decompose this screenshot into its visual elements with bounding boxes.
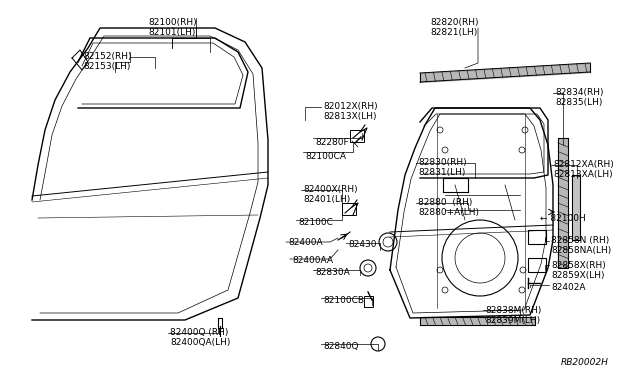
Text: 82400A: 82400A bbox=[288, 238, 323, 247]
Text: 82858X(RH): 82858X(RH) bbox=[551, 261, 605, 270]
Bar bbox=[528, 258, 546, 272]
Bar bbox=[342, 203, 356, 215]
Text: 82400Q (RH): 82400Q (RH) bbox=[170, 328, 228, 337]
Text: 82840Q: 82840Q bbox=[323, 342, 358, 351]
Text: 82858N (RH): 82858N (RH) bbox=[551, 236, 609, 245]
Text: ← 82100H: ← 82100H bbox=[540, 214, 586, 223]
Text: 82812XA(RH): 82812XA(RH) bbox=[553, 160, 614, 169]
Text: 82830A: 82830A bbox=[315, 268, 349, 277]
Text: 82100(RH): 82100(RH) bbox=[148, 18, 196, 27]
Text: 82813X(LH): 82813X(LH) bbox=[323, 112, 376, 121]
Text: 82820(RH): 82820(RH) bbox=[430, 18, 479, 27]
Text: 82835(LH): 82835(LH) bbox=[555, 98, 602, 107]
Bar bbox=[364, 296, 373, 307]
Text: 82400QA(LH): 82400QA(LH) bbox=[170, 338, 230, 347]
Text: 82402A: 82402A bbox=[551, 283, 586, 292]
Text: 82830(RH): 82830(RH) bbox=[418, 158, 467, 167]
Text: 82280F: 82280F bbox=[315, 138, 349, 147]
Text: 82101(LH): 82101(LH) bbox=[148, 28, 195, 37]
Text: 82152(RH): 82152(RH) bbox=[83, 52, 131, 61]
Text: 82400X(RH): 82400X(RH) bbox=[303, 185, 358, 194]
Text: 82813XA(LH): 82813XA(LH) bbox=[553, 170, 612, 179]
Text: 82012X(RH): 82012X(RH) bbox=[323, 102, 378, 111]
Text: 82880  (RH): 82880 (RH) bbox=[418, 198, 472, 207]
Text: 82880+A(LH): 82880+A(LH) bbox=[418, 208, 479, 217]
Text: 82838M(RH): 82838M(RH) bbox=[485, 306, 541, 315]
Text: 82821(LH): 82821(LH) bbox=[430, 28, 477, 37]
Text: 82153(LH): 82153(LH) bbox=[83, 62, 131, 71]
Bar bbox=[528, 230, 546, 244]
Text: 82839M(LH): 82839M(LH) bbox=[485, 316, 540, 325]
Text: 82831(LH): 82831(LH) bbox=[418, 168, 465, 177]
Text: 82834(RH): 82834(RH) bbox=[555, 88, 604, 97]
Text: RB20002H: RB20002H bbox=[561, 358, 609, 367]
Text: 82401(LH): 82401(LH) bbox=[303, 195, 350, 204]
Text: 82430: 82430 bbox=[348, 240, 376, 249]
Text: 82100CA: 82100CA bbox=[305, 152, 346, 161]
Text: 82100CB: 82100CB bbox=[323, 296, 364, 305]
Text: 82858NA(LH): 82858NA(LH) bbox=[551, 246, 611, 255]
Text: 82100C: 82100C bbox=[298, 218, 333, 227]
Text: 82859X(LH): 82859X(LH) bbox=[551, 271, 605, 280]
Bar bbox=[350, 130, 364, 142]
Text: 82400AA: 82400AA bbox=[292, 256, 333, 265]
